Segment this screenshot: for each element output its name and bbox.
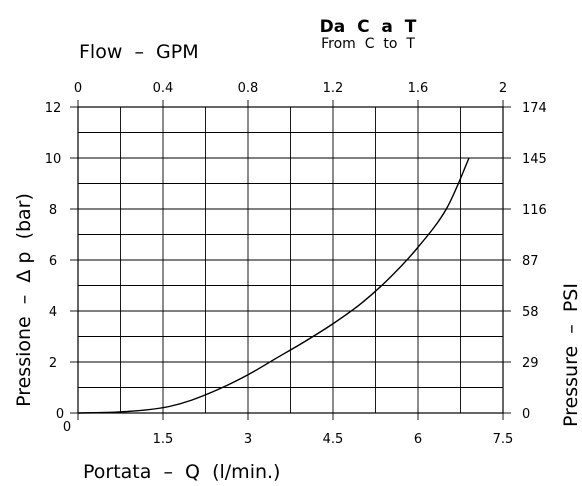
x-tick-label: 4.5 (323, 432, 344, 447)
x-tick-label: 6 (414, 432, 422, 447)
series-layer (77, 157, 470, 414)
x-tick-label: 7.5 (493, 432, 514, 447)
secondary-y-tick-label: 0 (522, 407, 530, 422)
secondary-y-tick-label: 58 (522, 305, 539, 320)
secondary-x-tick-label: 0.4 (153, 81, 174, 96)
secondary-y-tick-label: 145 (522, 152, 547, 167)
secondary-x-tick-label: 0.8 (238, 81, 259, 96)
x-tick-label: 0 (63, 420, 71, 435)
y-tick-label: 6 (49, 254, 57, 269)
chart-title: Da C a T (320, 17, 417, 37)
x-axis-title: Portata – Q (l/min.) (83, 461, 280, 483)
secondary-x-tick-label: 0 (74, 81, 82, 96)
secondary-y-tick-label: 29 (522, 356, 539, 371)
x-tick-label: 3 (244, 432, 252, 447)
chart-subtitle: From C to T (321, 36, 415, 52)
secondary-y-tick-label: 116 (522, 203, 547, 218)
secondary-x-axis-title: Flow – GPM (79, 41, 199, 63)
y-tick-label: 12 (45, 101, 62, 116)
secondary-x-tick-label: 1.6 (408, 81, 429, 96)
secondary-y-axis-title: Pressure – PSI (560, 283, 582, 427)
y-axis-title: Pressione – Δ p (bar) (13, 193, 35, 407)
y-tick-label: 0 (56, 407, 64, 422)
x-tick-label: 1.5 (153, 432, 174, 447)
y-tick-label: 2 (49, 356, 57, 371)
tick-layer: 0 1.5 3 4.5 6 7.5 0 0.4 0.8 1.2 1.6 2 0 2 4 6 8 10 12 0 29 58… (45, 81, 547, 447)
secondary-y-tick-label: 87 (522, 254, 539, 269)
secondary-y-tick-label: 174 (522, 101, 547, 116)
pressure-drop-curve (77, 157, 470, 414)
y-tick-label: 4 (49, 305, 57, 320)
secondary-x-tick-label: 1.2 (323, 81, 344, 96)
y-tick-label: 10 (45, 152, 62, 167)
secondary-x-tick-label: 2 (499, 81, 507, 96)
grid-layer (77, 106, 504, 414)
y-tick-label: 8 (49, 203, 57, 218)
